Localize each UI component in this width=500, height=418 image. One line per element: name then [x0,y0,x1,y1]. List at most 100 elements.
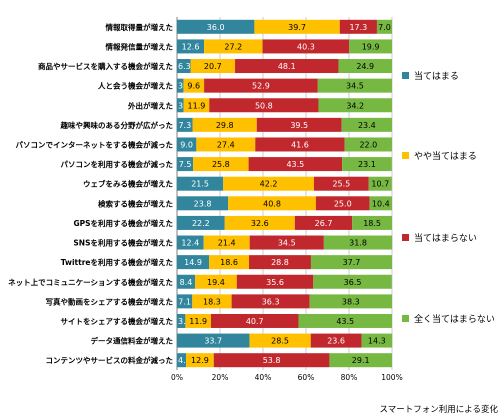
bar-segment [177,137,197,152]
data-label: 40.7 [246,317,264,326]
legend-label: やや当てはまる [414,150,477,162]
data-label: 14.3 [368,337,386,346]
data-label: 50.8 [255,101,273,110]
data-label: 31.8 [349,239,367,248]
bar-segment [196,137,256,152]
data-label: 43.5 [286,160,304,169]
category-label: Twittreを利用する機会が増えた [61,257,173,267]
bar-segment [204,39,263,54]
category-label: 情報取得量が増えた [105,22,174,32]
bar-segment [315,196,370,211]
data-label: 12.4 [181,239,199,248]
bar-segment [313,176,369,191]
bar-segment [294,215,353,230]
data-label: 28.5 [271,337,289,346]
x-axis-ticks: 0% 20% 40% 60% 80% 100% [171,373,403,382]
category-label: 人と会う機会が増えた [98,81,173,91]
bar-segment [298,313,392,328]
bar-segment [177,117,193,132]
bar-segment [376,19,392,34]
bar-segment [228,196,316,211]
data-label: 23.8 [194,199,212,208]
data-label: 26.7 [315,219,333,228]
data-label: 25.5 [332,180,350,189]
bar-segment [177,294,193,309]
bar-segment [186,353,214,368]
bar-segment [213,353,330,368]
data-label: 7.1 [178,297,191,306]
bar-segment [177,353,187,368]
bar-segment [368,176,392,191]
data-label: 19.9 [362,42,380,51]
data-label: 40.3 [297,42,315,51]
bar-segment [256,117,342,132]
data-label: 34.2 [346,101,364,110]
bar-segment [177,333,250,348]
data-label: 23.6 [327,337,345,346]
data-label: 23.4 [358,121,376,130]
category-label: 写真や動画をシェアする機会が増えた [46,296,174,306]
legend-swatch [402,72,409,79]
legend-swatch [402,315,409,322]
data-label: 32.6 [251,219,269,228]
bar-segment [177,39,205,54]
bar-segment [341,117,392,132]
data-label: 48.1 [278,62,296,71]
data-label: 17.3 [349,23,367,32]
bar-segment [338,59,392,74]
data-label: 34.5 [346,82,364,91]
x-tick-label: 60% [298,373,315,382]
data-label: 12.6 [182,42,200,51]
bar-segment [177,176,224,191]
bar-segment [235,59,339,74]
data-label: 41.6 [291,140,309,149]
bar-segment [352,215,392,230]
data-label: 6.3 [178,62,191,71]
data-label: 34.5 [278,239,296,248]
bar-segment [192,294,232,309]
bar-segment [317,78,392,93]
bar-segment [313,274,392,289]
bar-segment [204,78,318,93]
bar-segment [310,333,362,348]
data-label: 18.6 [220,258,238,267]
data-label: 33.7 [204,337,222,346]
data-label: 14.9 [184,258,202,267]
bar-segment [236,274,314,289]
chart-footnote: スマートフォン利用による変化 [380,404,499,415]
x-tick-label: 80% [341,373,358,382]
data-label: 36.5 [344,278,362,287]
bar-segment [344,137,392,152]
bar-segment [248,157,343,172]
bar-segment [177,235,204,250]
bar-segment [309,294,392,309]
bar-segment [318,98,392,113]
bar-segment [323,235,393,250]
data-label: 10.4 [372,199,390,208]
legend-label: 当てはまらない [414,232,477,244]
data-label: 22.0 [359,140,377,149]
bar-segment [195,274,237,289]
x-tick-label: 100% [381,373,402,382]
data-label: 7.0 [378,23,391,32]
data-label: 29.8 [216,121,234,130]
bar-segment [369,196,392,211]
data-label: 25.8 [212,160,230,169]
data-label: 12.9 [191,356,209,365]
legend-swatch [402,152,409,159]
data-label: 11.9 [189,317,207,326]
bar-segment [329,353,392,368]
bar-segment [249,255,311,270]
category-label: 外出が増えた [128,100,173,110]
data-label: 35.6 [266,278,284,287]
bar-segment [339,19,377,34]
category-label: SNSを利用する機会が増えた [73,238,173,248]
bar-segment [249,333,311,348]
legend-label: 全く当てはまらない [414,313,495,325]
data-label: 22.2 [192,219,210,228]
data-label: 10.7 [371,180,389,189]
data-label: 53.8 [263,356,281,365]
data-label: 4.2 [178,356,191,365]
category-label: ネット上でコミュニケーションする機会が増えた [8,277,173,287]
